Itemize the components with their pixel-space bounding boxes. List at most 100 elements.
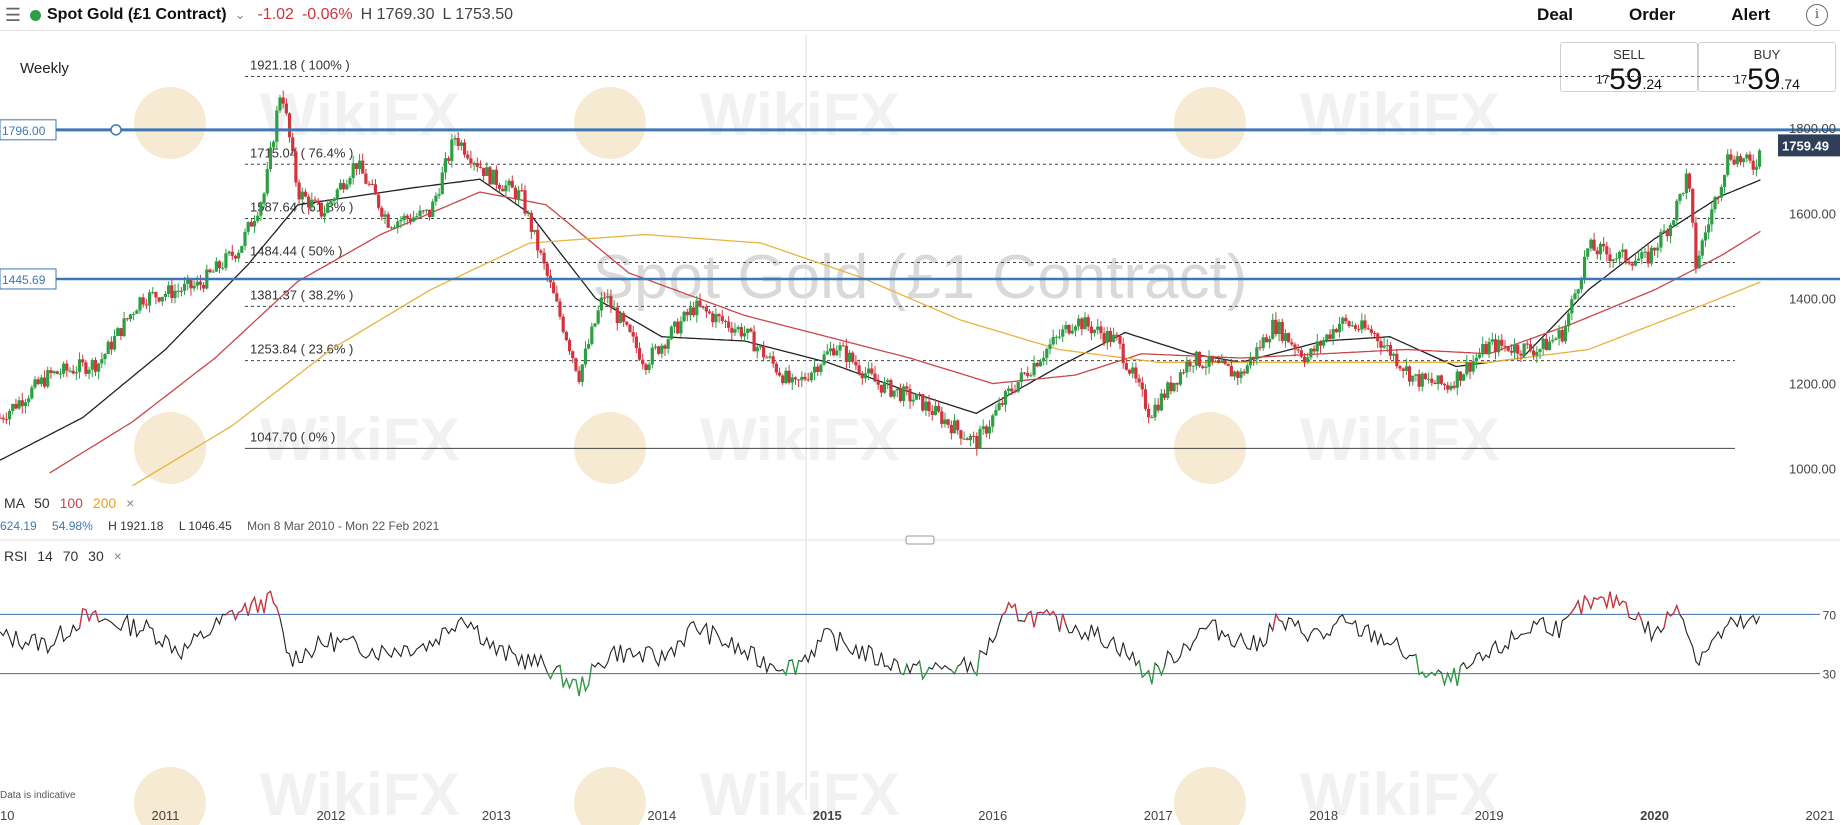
candle-body [857, 365, 861, 374]
candle-body [1742, 158, 1746, 163]
chart-period[interactable]: Weekly [20, 60, 69, 77]
candle-body [1509, 350, 1513, 353]
last-price-tag [1778, 134, 1840, 157]
alert-button[interactable]: Alert [1731, 5, 1770, 24]
candle-body [701, 306, 705, 308]
candle-body [739, 327, 743, 337]
candle-body [1115, 334, 1119, 336]
sell-button[interactable]: SELL 1759.24 [1560, 42, 1698, 96]
candle-body [720, 316, 724, 321]
candle-body [1630, 263, 1634, 266]
candle-body [1678, 194, 1682, 201]
candle-body [1649, 247, 1653, 264]
hamburger-menu-icon[interactable]: ☰ [4, 4, 22, 25]
candle-body [116, 328, 120, 336]
chevron-down-icon[interactable]: ⌄ [234, 7, 246, 22]
candle-body [1121, 343, 1125, 364]
candle-body [1182, 372, 1186, 374]
rsi-period: 14 [37, 548, 53, 564]
candle-body [736, 327, 740, 330]
candle-body [62, 363, 66, 374]
candle-body [189, 279, 193, 289]
candle-body [475, 163, 479, 167]
candle-body [895, 388, 899, 391]
y-tick-label: 1200.00 [1789, 377, 1836, 392]
candle-body [940, 411, 944, 424]
horizontal-line-label: 1445.69 [2, 273, 46, 287]
top-bar: ☰ Spot Gold (£1 Contract) ⌄ -1.02 -0.06%… [0, 0, 1840, 31]
candle-body [580, 364, 584, 382]
candle-body [704, 306, 708, 312]
candle-body [151, 292, 155, 294]
candle-body [332, 198, 336, 202]
candle-body [921, 394, 925, 411]
rsi-overbought-segment [1676, 605, 1681, 616]
ma-close-icon[interactable]: × [126, 495, 135, 511]
rsi-oversold-segment [1428, 671, 1433, 676]
candle-body [268, 147, 273, 170]
candle-body [412, 217, 416, 222]
horizontal-lines[interactable]: 1796.00 1445.69 1759.49 [0, 119, 1840, 290]
x-tick-label: 2021 [1806, 808, 1835, 823]
candle-body [1589, 239, 1593, 249]
rsi-overbought-segment [260, 599, 265, 614]
candle-body [755, 347, 759, 352]
price-chart[interactable]: WikiFX WikiFX WikiFX WikiFX WikiFX WikiFX Wiki… [0, 30, 1840, 825]
rsi-overbought-segment [1004, 602, 1010, 613]
candle-body [806, 379, 810, 381]
candle-body [472, 163, 476, 165]
candle-body [1188, 361, 1192, 367]
rsi-overbought-segment [273, 602, 278, 608]
candle-body [545, 263, 549, 276]
candle-body [233, 255, 238, 259]
data-disclaimer: Data is indicative [0, 790, 76, 801]
candle-body [1662, 230, 1666, 232]
candle-body [211, 271, 215, 273]
candle-body [628, 324, 632, 333]
instrument-name[interactable]: Spot Gold (£1 Contract) [47, 6, 227, 23]
candle-body [195, 281, 199, 286]
order-button[interactable]: Order [1628, 5, 1676, 24]
candle-body [746, 328, 750, 333]
candle-body [618, 313, 623, 324]
candle-body [345, 184, 349, 190]
candle-body [383, 214, 387, 217]
watermark-logo-icon [1174, 87, 1246, 159]
candle-body [1064, 325, 1068, 330]
buy-price: 1759.74 [1699, 63, 1835, 97]
candle-body [870, 368, 874, 374]
y-tick-label: 1000.00 [1789, 462, 1836, 477]
rsi-overbought-segment [78, 608, 84, 629]
candle-body [529, 212, 533, 232]
candle-body [698, 300, 702, 307]
rsi-oversold-segment [794, 660, 800, 675]
candle-body [1124, 363, 1128, 370]
rsi-oversold-segment [903, 663, 908, 675]
ma-200-label: 200 [92, 495, 117, 511]
rsi-overbought-segment [1272, 614, 1277, 631]
candle-body [587, 343, 591, 349]
candle-body [930, 411, 934, 415]
candle-body [440, 172, 444, 194]
rsi-close-icon[interactable]: × [113, 548, 122, 564]
rsi-oversold-segment [922, 673, 927, 680]
candle-body [863, 373, 868, 379]
candle-body [933, 406, 938, 415]
deal-button[interactable]: Deal [1537, 5, 1573, 24]
rsi-oversold-segment [953, 666, 959, 674]
candle-body [1605, 246, 1609, 255]
last-price-label: 1759.49 [1782, 138, 1829, 153]
info-icon[interactable]: i [1806, 4, 1828, 26]
rsi-overbought-segment [247, 602, 252, 617]
candle-body [357, 160, 362, 169]
rsi-overbought-segment [1001, 611, 1006, 616]
candle-body [685, 311, 689, 316]
candle-body [1000, 403, 1004, 405]
candle-body [485, 167, 489, 177]
horizontal-line-label: 1796.00 [2, 124, 46, 138]
buy-button[interactable]: BUY 1759.74 [1698, 42, 1836, 96]
rsi-overbought-segment [1593, 597, 1598, 600]
candle-body [854, 361, 858, 366]
fib-level-label: 1484.44 ( 50% ) [250, 243, 343, 258]
candle-body [52, 371, 56, 373]
